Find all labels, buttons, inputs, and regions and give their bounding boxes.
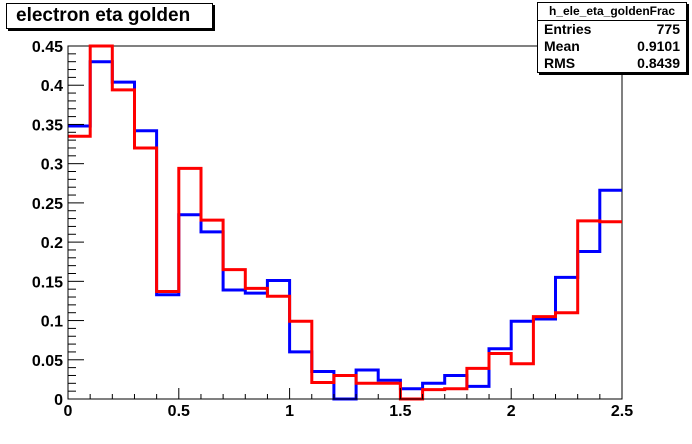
x-tick-label: 0 <box>64 403 73 420</box>
y-tick-label: 0.35 <box>32 117 63 134</box>
stats-row-entries: Entries 775 <box>538 21 686 38</box>
stats-row-mean: Mean 0.9101 <box>538 38 686 55</box>
stats-label: Entries <box>544 21 592 37</box>
y-tick-label: 0.25 <box>32 196 63 213</box>
y-tick-label: 0.2 <box>41 235 63 252</box>
y-tick-label: 0 <box>54 392 63 409</box>
y-tick-label: 0.1 <box>41 314 63 331</box>
x-tick-label: 1 <box>285 403 294 420</box>
y-tick-label: 0.3 <box>41 157 63 174</box>
stats-value: 0.8439 <box>637 55 680 71</box>
chart-title: electron eta golden <box>6 3 213 29</box>
stats-row-rms: RMS 0.8439 <box>538 55 686 72</box>
series-line-1 <box>68 44 622 401</box>
stats-label: Mean <box>544 38 580 54</box>
y-tick-label: 0.05 <box>32 353 63 370</box>
stats-box: h_ele_eta_goldenFrac Entries 775 Mean 0.… <box>537 2 687 73</box>
stats-value: 775 <box>656 21 680 37</box>
plot-frame <box>67 45 623 400</box>
x-tick-label: 2 <box>507 403 516 420</box>
stats-value: 0.9101 <box>637 38 680 54</box>
y-tick-label: 0.4 <box>41 78 63 95</box>
x-tick-label: 1.5 <box>389 403 411 420</box>
y-tick-label: 0.45 <box>32 39 63 56</box>
x-tick-label: 2.5 <box>611 403 633 420</box>
stats-histogram-name: h_ele_eta_goldenFrac <box>538 3 686 21</box>
y-tick-label: 0.15 <box>32 274 63 291</box>
x-tick-label: 0.5 <box>168 403 190 420</box>
stats-label: RMS <box>544 55 576 71</box>
